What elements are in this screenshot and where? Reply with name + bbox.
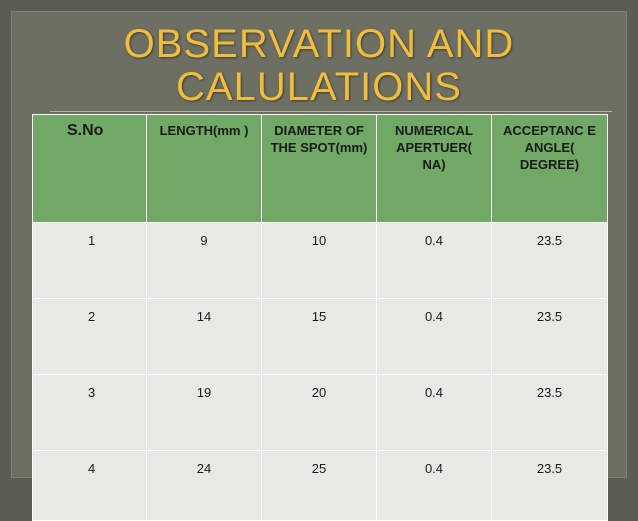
cell-sno: 2	[32, 298, 147, 375]
cell-na: 0.4	[376, 450, 492, 521]
table-row: 1 9 10 0.4 23.5	[32, 222, 608, 299]
cell-diameter: 10	[261, 222, 377, 299]
cell-na: 0.4	[376, 222, 492, 299]
cell-length: 14	[146, 298, 262, 375]
title-line-1: OBSERVATION AND	[123, 22, 515, 66]
header-diameter: DIAMETER OF THE SPOT(mm)	[261, 114, 377, 223]
cell-length: 9	[146, 222, 262, 299]
header-diameter-label: DIAMETER OF THE SPOT(mm)	[270, 123, 368, 155]
cell-diameter: 20	[261, 374, 377, 451]
cell-angle: 23.5	[491, 450, 608, 521]
cell-sno: 4	[32, 450, 147, 521]
header-na-label: NUMERICAL APERTUER( NA)	[395, 123, 473, 172]
cell-sno: 1	[32, 222, 147, 299]
table-row: 2 14 15 0.4 23.5	[32, 298, 608, 375]
observation-table: S.No LENGTH(mm ) DIAMETER OF THE SPOT(mm…	[32, 114, 608, 521]
header-sno: S.No	[32, 114, 147, 223]
cell-angle: 23.5	[491, 298, 608, 375]
cell-na: 0.4	[376, 298, 492, 375]
header-numerical-aperture: NUMERICAL APERTUER( NA)	[376, 114, 492, 223]
cell-na: 0.4	[376, 374, 492, 451]
title-line-2: CALULATIONS	[176, 65, 462, 109]
table-header-row: S.No LENGTH(mm ) DIAMETER OF THE SPOT(mm…	[32, 114, 608, 223]
cell-length: 19	[146, 374, 262, 451]
table-row: 3 19 20 0.4 23.5	[32, 374, 608, 451]
cell-sno: 3	[32, 374, 147, 451]
cell-angle: 23.5	[491, 222, 608, 299]
cell-length: 24	[146, 450, 262, 521]
header-acceptance-angle: ACCEPTANC E ANGLE( DEGREE)	[491, 114, 608, 223]
cell-diameter: 25	[261, 450, 377, 521]
slide-title: OBSERVATION AND CALULATIONS	[12, 23, 626, 109]
cell-diameter: 15	[261, 298, 377, 375]
table-row: 4 24 25 0.4 23.5	[32, 450, 608, 521]
header-angle-label: ACCEPTANC E ANGLE( DEGREE)	[503, 123, 596, 172]
title-divider	[50, 111, 612, 112]
header-length: LENGTH(mm )	[146, 114, 262, 223]
cell-angle: 23.5	[491, 374, 608, 451]
header-length-label: LENGTH(mm )	[159, 123, 249, 138]
